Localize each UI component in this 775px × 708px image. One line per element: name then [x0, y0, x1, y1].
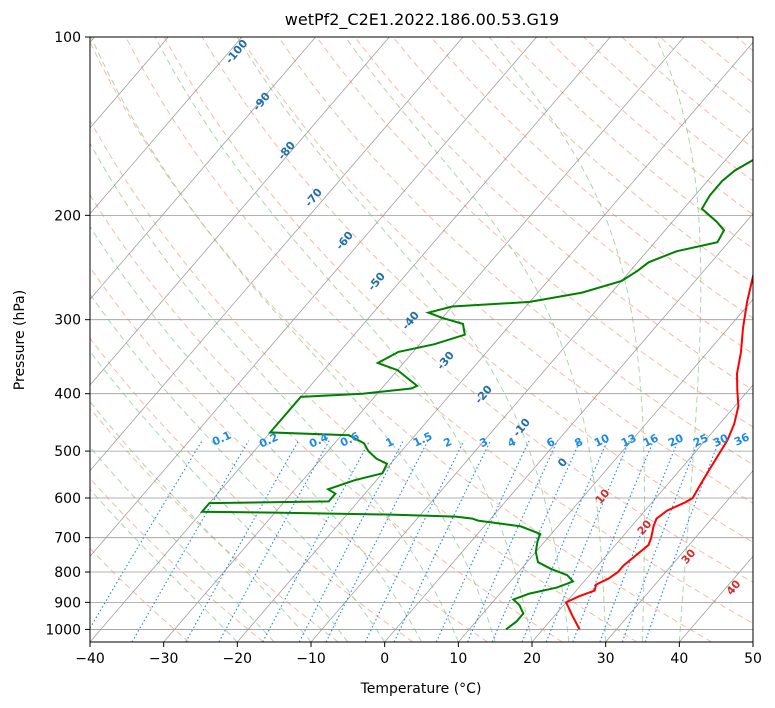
x-tick-label: 30 [597, 651, 615, 667]
dry-adiabat [201, 37, 753, 543]
y-tick-label: 300 [54, 313, 81, 329]
y-tick-label: 800 [54, 565, 81, 581]
mixing-ratio-label: 30 [711, 431, 731, 449]
sounding-line [199, 158, 753, 631]
isotherm [90, 37, 611, 642]
x-tick-label: −10 [296, 651, 326, 667]
dry-adiabat [125, 37, 753, 624]
isotherm [310, 127, 753, 642]
mixing-ratio-line [131, 440, 250, 642]
mixing-ratio-label: 20 [666, 431, 686, 449]
isotherm [384, 213, 753, 642]
mixing-ratio-line [435, 440, 530, 642]
dry-adiabat [90, 266, 488, 642]
dry-adiabat [392, 37, 753, 355]
dry-adiabat [90, 194, 563, 642]
background-lines [90, 37, 753, 642]
plot-frame [89, 36, 754, 643]
isotherm [90, 37, 390, 386]
moist-adiabat [344, 37, 607, 642]
x-axis-title: Temperature (°C) [360, 681, 482, 697]
sounding-line [564, 272, 753, 630]
isotherm [163, 37, 685, 642]
isotherm [458, 298, 753, 642]
isotherm [752, 641, 753, 642]
mixing-ratio-line [90, 440, 203, 630]
dry-adiabat [90, 477, 264, 642]
x-tick-label: −20 [223, 651, 253, 667]
dry-adiabat [163, 37, 753, 583]
chart-title: wetPf2_C2E1.2022.186.00.53.G19 [285, 10, 559, 30]
mixing-ratio-line [491, 440, 581, 642]
isotherm [90, 37, 243, 215]
moist-adiabat [90, 293, 386, 642]
mixing-ratio-line [218, 440, 330, 642]
x-tick-label: −40 [75, 651, 105, 667]
dry-adiabat [239, 37, 753, 504]
mixing-ratio-line [325, 440, 429, 642]
isotherm [90, 37, 464, 472]
x-tick-label: 10 [449, 651, 467, 667]
moist-adiabat [90, 225, 422, 642]
dry-adiabat [90, 119, 638, 642]
mixing-ratio-line [521, 440, 608, 642]
mixing-ratio-line [621, 440, 700, 642]
x-tick-label: 50 [744, 651, 762, 667]
isotherm [90, 37, 537, 557]
y-tick-label: 700 [54, 531, 81, 547]
moist-adiabat [90, 37, 496, 642]
mixing-ratio-line [364, 440, 465, 642]
y-tick-label: 600 [54, 491, 81, 507]
mixing-ratio-line [466, 440, 559, 642]
mixing-ratio-line [185, 440, 299, 642]
isotherm [531, 384, 753, 642]
isotherm [90, 37, 316, 300]
y-tick-label: 100 [54, 30, 81, 46]
dry-adiabat [90, 407, 339, 642]
y-tick-label: 400 [54, 387, 81, 403]
mixing-ratio-label: 13 [619, 431, 638, 449]
mixing-ratio-label: 10 [592, 431, 612, 449]
data-series [199, 158, 753, 631]
x-tick-label: 20 [523, 651, 541, 667]
dry-adiabat [90, 547, 190, 642]
moist-adiabat [90, 488, 238, 642]
dry-adiabat [90, 40, 712, 642]
mixing-ratio-label: 36 [732, 430, 752, 448]
moist-adiabat [90, 446, 275, 642]
dry-adiabat [430, 37, 753, 319]
mixing-ratio-label: 25 [691, 431, 710, 449]
moist-adiabat [90, 142, 459, 642]
axes: −40 −30 −20 −10 0 10 20 30 40 50 100 200 300 400 500 60… [45, 30, 762, 667]
y-tick-label: 1000 [45, 622, 81, 638]
moist-adiabat [154, 37, 533, 642]
x-tick-label: 0 [380, 651, 389, 667]
plot-area [90, 37, 753, 642]
moist-adiabat [655, 37, 702, 642]
x-tick-label: 40 [670, 651, 688, 667]
isotherm [605, 470, 753, 642]
y-tick-label: 200 [54, 208, 81, 224]
x-tick-label: −30 [149, 651, 179, 667]
mixing-ratio-label: 16 [641, 431, 661, 449]
y-tick-label: 900 [54, 595, 81, 611]
moist-adiabat [488, 37, 646, 642]
isotherm [237, 41, 753, 642]
mixing-ratio-line [644, 440, 720, 642]
y-axis-title: Pressure (hPa) [12, 290, 28, 390]
dry-adiabat [354, 37, 753, 391]
moist-adiabat [236, 37, 570, 642]
y-tick-label: 500 [54, 444, 81, 460]
dry-adiabat [316, 37, 753, 428]
moist-adiabat [90, 350, 349, 642]
